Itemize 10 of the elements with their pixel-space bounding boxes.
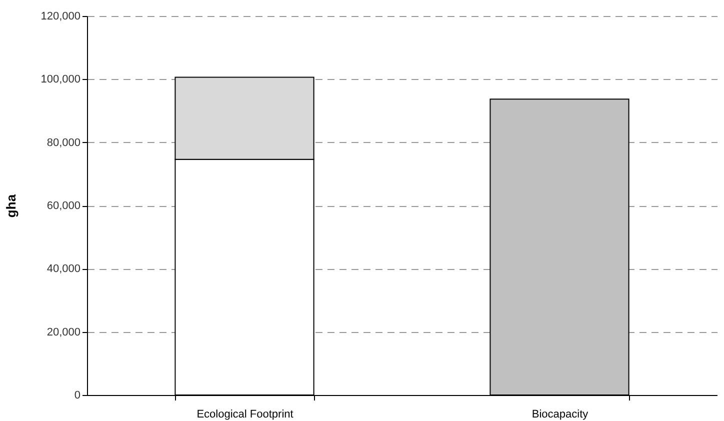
y-tick-label: 80,000	[46, 136, 80, 149]
y-tick-label: 0	[74, 390, 80, 402]
y-axis-title: gha	[4, 194, 19, 218]
x-tick-label: Biocapacity	[532, 408, 589, 420]
y-tick-label: 60,000	[46, 200, 80, 212]
y-tick-label: 120,000	[40, 10, 80, 22]
y-tick-label: 20,000	[46, 326, 80, 338]
y-tick-label: 100,000	[40, 74, 80, 86]
y-tick-label: 40,000	[46, 263, 80, 276]
x-tick-label: Ecological Footprint	[196, 408, 294, 420]
